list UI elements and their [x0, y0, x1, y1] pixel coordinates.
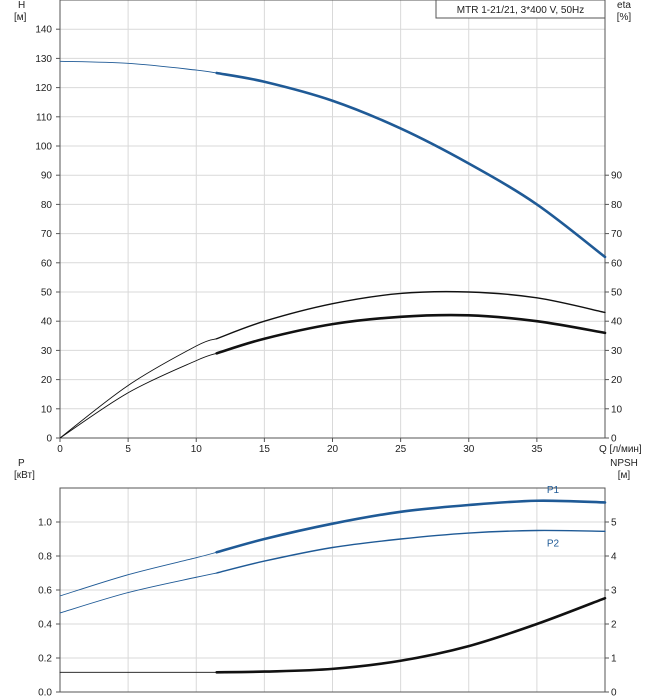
top-chart: 0102030405060708090100110120130140010203…	[14, 0, 642, 455]
series-line-duty	[215, 290, 606, 340]
series-label-p1: P1	[547, 485, 560, 496]
y-left-tick-label: 20	[41, 375, 53, 386]
title-frame	[435, 0, 606, 19]
y-left-tick-label: 120	[35, 83, 52, 94]
y-left-tick-label: 130	[35, 54, 52, 65]
series-line-extended	[59, 338, 218, 439]
x-tick-label: 5	[125, 444, 131, 455]
y-right-tick-label: 90	[611, 171, 623, 182]
y-left-tick-label: 50	[41, 288, 53, 299]
y-right-tick-label: 70	[611, 229, 623, 240]
y-right-tick-label: 5	[611, 518, 617, 529]
y-right-tick-label: 0	[611, 688, 617, 699]
y-left-unit: [кВт]	[14, 470, 35, 481]
y-right-tick-label: 0	[611, 434, 617, 445]
y-left-tick-label: 0.0	[38, 688, 52, 699]
bottom-series	[59, 499, 607, 674]
top-ticks: 0102030405060708090100110120130140010203…	[35, 25, 622, 455]
y-right-tick-label: 80	[611, 200, 623, 211]
y-left-label: H	[18, 0, 25, 11]
x-tick-label: 25	[395, 444, 407, 455]
series-line-extended	[59, 551, 218, 597]
y-left-tick-label: 10	[41, 404, 53, 415]
series-line-duty	[215, 596, 607, 674]
y-left-tick-label: 100	[35, 142, 52, 153]
x-tick-label: 10	[191, 444, 203, 455]
y-left-tick-label: 0.2	[38, 654, 52, 665]
title-box: MTR 1-21/21, 3*400 V, 50Hz	[435, 0, 606, 19]
y-left-tick-label: 60	[41, 258, 53, 269]
y-right-tick-label: 60	[611, 258, 623, 269]
x-axis-label: Q [л/мин]	[599, 444, 642, 455]
y-right-tick-label: 10	[611, 404, 623, 415]
y-left-tick-label: 90	[41, 171, 53, 182]
y-left-tick-label: 70	[41, 229, 53, 240]
series-label-p2: P2	[547, 539, 560, 550]
series-line-duty	[215, 529, 606, 574]
x-tick-label: 30	[463, 444, 475, 455]
x-tick-label: 20	[327, 444, 339, 455]
y-left-tick-label: 0.8	[38, 552, 52, 563]
x-tick-label: 15	[259, 444, 271, 455]
y-right-tick-label: 40	[611, 317, 623, 328]
x-tick-label: 35	[531, 444, 543, 455]
y-right-tick-label: 3	[611, 586, 617, 597]
top-grid	[59, 0, 606, 439]
y-left-tick-label: 80	[41, 200, 53, 211]
y-right-tick-label: 20	[611, 375, 623, 386]
y-right-tick-label: 50	[611, 288, 623, 299]
y-right-label: eta	[617, 0, 631, 11]
bottom-ticks: 0.0 0.2 0.4 0.6 0.8 1.0 0 1 2 3 4 5	[38, 518, 617, 699]
series-line-duty	[215, 499, 607, 554]
y-right-tick-label: 1	[611, 654, 617, 665]
y-left-tick-label: 0.6	[38, 586, 52, 597]
y-right-tick-label: 2	[611, 620, 617, 631]
y-left-tick-label: 0	[46, 434, 52, 445]
y-right-label: NPSH	[610, 458, 638, 469]
series-line-duty	[215, 313, 607, 355]
y-right-tick-label: 30	[611, 346, 623, 357]
y-left-tick-label: 30	[41, 346, 53, 357]
series-line-extended	[59, 60, 218, 74]
x-tick-label: 0	[57, 444, 63, 455]
y-left-tick-label: 140	[35, 25, 52, 36]
y-left-tick-label: 40	[41, 317, 53, 328]
chart-title: MTR 1-21/21, 3*400 V, 50Hz	[457, 5, 584, 16]
bottom-chart: 0.0 0.2 0.4 0.6 0.8 1.0 0 1 2 3 4 5 P [кВт] NPSH [м…	[14, 458, 638, 699]
bottom-grid	[59, 487, 606, 693]
y-left-label: P	[18, 458, 25, 469]
series-line-duty	[215, 71, 607, 259]
series-line-extended	[59, 572, 218, 614]
y-left-unit: [м]	[14, 12, 27, 23]
top-series	[59, 60, 607, 439]
y-left-tick-label: 0.4	[38, 620, 52, 631]
series-line-extended	[59, 352, 218, 439]
y-left-tick-label: 1.0	[38, 518, 52, 529]
y-left-tick-label: 110	[36, 112, 52, 123]
y-right-unit: [м]	[618, 470, 631, 481]
y-right-tick-label: 4	[611, 552, 617, 563]
y-right-unit: [%]	[617, 12, 632, 23]
